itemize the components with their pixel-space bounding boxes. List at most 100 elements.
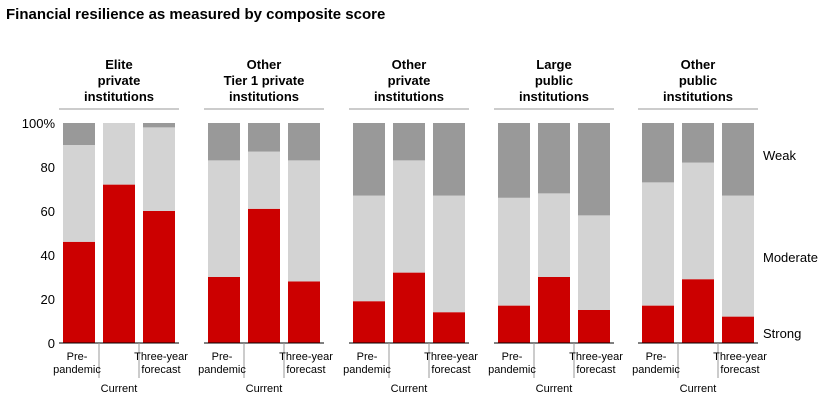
moderate-segment: [538, 193, 570, 277]
moderate-segment: [393, 160, 425, 273]
x-label-pre-pandemic: pandemic: [632, 364, 680, 376]
x-label-current: Current: [391, 383, 428, 395]
weak-segment: [143, 123, 175, 128]
group-label: public: [679, 73, 717, 88]
x-label-current: Current: [246, 383, 283, 395]
group-label: private: [98, 73, 141, 88]
strong-segment: [143, 211, 175, 343]
strong-segment: [103, 184, 135, 343]
x-label-pre-pandemic: Pre-: [357, 351, 378, 363]
legend: Weak Moderate Strong: [763, 148, 818, 341]
y-tick-label: 60: [41, 204, 55, 219]
group-label: public: [535, 73, 573, 88]
x-label-pre-pandemic: pandemic: [53, 364, 101, 376]
strong-segment: [353, 301, 385, 343]
weak-segment: [578, 123, 610, 216]
x-label-pre-pandemic: pandemic: [488, 364, 536, 376]
y-tick-label: 80: [41, 160, 55, 175]
x-label-three-year-forecast: Three-year: [424, 351, 478, 363]
x-label-current: Current: [536, 383, 573, 395]
weak-segment: [208, 123, 240, 161]
weak-segment: [63, 123, 95, 145]
group-label: Other: [392, 57, 427, 72]
y-tick-label: 100%: [22, 116, 56, 131]
weak-segment: [722, 123, 754, 196]
x-label-three-year-forecast: forecast: [141, 364, 180, 376]
group-label: Tier 1 private: [224, 73, 305, 88]
strong-segment: [682, 279, 714, 343]
strong-segment: [642, 305, 674, 343]
weak-segment: [538, 123, 570, 194]
x-label-pre-pandemic: Pre-: [67, 351, 88, 363]
chart-title: Financial resilience as measured by comp…: [6, 6, 385, 23]
legend-weak: Weak: [763, 148, 796, 163]
weak-segment: [682, 123, 714, 163]
moderate-segment: [498, 197, 530, 306]
weak-segment: [433, 123, 465, 196]
group-label: private: [388, 73, 431, 88]
moderate-segment: [288, 160, 320, 282]
x-label-pre-pandemic: Pre-: [212, 351, 233, 363]
x-label-three-year-forecast: Three-year: [713, 351, 767, 363]
moderate-segment: [208, 160, 240, 277]
group-label: Large: [536, 57, 571, 72]
weak-segment: [248, 123, 280, 152]
group-label: institutions: [663, 89, 733, 104]
weak-segment: [498, 123, 530, 198]
moderate-segment: [63, 145, 95, 242]
x-label-three-year-forecast: forecast: [720, 364, 759, 376]
moderate-segment: [642, 182, 674, 306]
x-label-pre-pandemic: Pre-: [646, 351, 667, 363]
weak-segment: [642, 123, 674, 183]
moderate-segment: [143, 127, 175, 211]
group-label: Other: [681, 57, 716, 72]
strong-segment: [538, 277, 570, 343]
weak-segment: [288, 123, 320, 161]
x-label-pre-pandemic: Pre-: [502, 351, 523, 363]
x-label-current: Current: [101, 383, 138, 395]
strong-segment: [208, 277, 240, 343]
y-tick-label: 20: [41, 292, 55, 307]
legend-moderate: Moderate: [763, 250, 818, 265]
group-label: institutions: [519, 89, 589, 104]
x-label-pre-pandemic: pandemic: [198, 364, 246, 376]
x-label-three-year-forecast: Three-year: [569, 351, 623, 363]
x-label-three-year-forecast: Three-year: [279, 351, 333, 363]
strong-segment: [578, 310, 610, 343]
group-label: institutions: [229, 89, 299, 104]
moderate-segment: [103, 123, 135, 185]
group-label: institutions: [84, 89, 154, 104]
x-label-pre-pandemic: pandemic: [343, 364, 391, 376]
strong-segment: [722, 316, 754, 343]
group-label: Other: [247, 57, 282, 72]
group-label: institutions: [374, 89, 444, 104]
weak-segment: [353, 123, 385, 196]
moderate-segment: [578, 215, 610, 310]
bar-groups: EliteprivateinstitutionsPre-pandemicCurr…: [53, 57, 767, 395]
moderate-segment: [722, 195, 754, 317]
moderate-segment: [682, 162, 714, 280]
moderate-segment: [248, 151, 280, 209]
y-axis: 100% 80 60 40 20 0: [22, 116, 56, 351]
weak-segment: [393, 123, 425, 161]
legend-strong: Strong: [763, 326, 801, 341]
strong-segment: [248, 208, 280, 343]
x-label-current: Current: [680, 383, 717, 395]
group-label: Elite: [105, 57, 132, 72]
moderate-segment: [353, 195, 385, 302]
y-tick-label: 0: [48, 336, 55, 351]
x-label-three-year-forecast: Three-year: [134, 351, 188, 363]
x-label-three-year-forecast: forecast: [576, 364, 615, 376]
strong-segment: [288, 281, 320, 343]
moderate-segment: [433, 195, 465, 313]
y-tick-label: 40: [41, 248, 55, 263]
strong-segment: [63, 241, 95, 343]
x-label-three-year-forecast: forecast: [286, 364, 325, 376]
strong-segment: [498, 305, 530, 343]
